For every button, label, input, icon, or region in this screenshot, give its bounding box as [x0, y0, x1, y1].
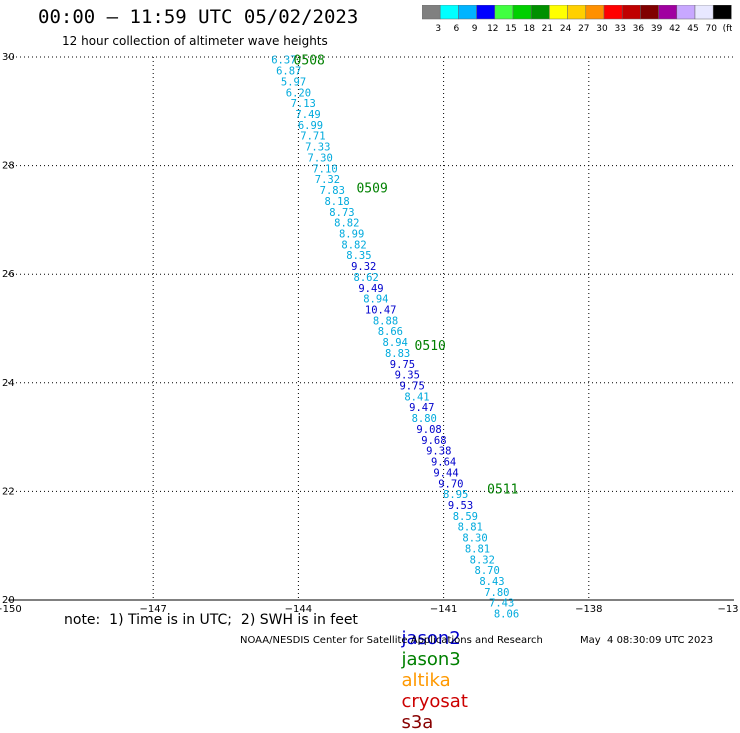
legend-swatch [712, 5, 732, 20]
wave-height-point: 8.83 [385, 348, 410, 360]
wave-height-point: 5.97 [281, 76, 306, 88]
x-tick-label: −147 [139, 604, 166, 615]
sat-s3a: s3a [401, 712, 434, 733]
wave-height-point: 8.30 [462, 533, 487, 545]
wave-height-point: 7.33 [305, 142, 330, 154]
satellite-legend: jason2 jason3 altika cryosat s3a [390, 607, 476, 733]
wave-height-point: 8.18 [324, 196, 349, 208]
wave-height-point: 8.43 [479, 576, 504, 588]
legend-label: 6 [454, 24, 460, 34]
x-tick-label: −141 [430, 604, 457, 615]
wave-height-point: 6.87 [276, 66, 301, 78]
legend-label: 9 [472, 24, 478, 34]
sat-jason2: jason2 [401, 628, 461, 649]
legend-label: 42 [669, 24, 680, 34]
wave-height-map: −150−147−144−141−138−132022242628306.376… [0, 52, 739, 621]
wave-height-point: 6.99 [298, 120, 323, 132]
legend-label: 18 [523, 24, 535, 34]
legend-label: 21 [542, 24, 553, 34]
wave-height-point: 8.82 [334, 218, 359, 230]
wave-height-point: 9.70 [438, 478, 463, 490]
sat-altika: altika [401, 670, 451, 691]
legend-label: 70 [705, 24, 717, 34]
legend-label: 3 [435, 24, 441, 34]
wave-height-point: 9.32 [351, 261, 376, 273]
wave-height-point: 7.71 [300, 131, 325, 143]
wave-height-point: 7.30 [308, 152, 333, 164]
wave-height-point: 8.81 [458, 522, 483, 534]
sat-cryosat: cryosat [401, 691, 468, 712]
legend-label: (ft) [723, 24, 732, 34]
time-label: 0511 [487, 483, 518, 498]
generation-timestamp: May 4 08:30:09 UTC 2023 [580, 635, 714, 646]
wave-height-point: 7.43 [489, 598, 514, 610]
legend-label: 15 [505, 24, 516, 34]
legend-label: 24 [560, 24, 572, 34]
legend-label: 45 [687, 24, 698, 34]
wave-height-point: 8.70 [475, 565, 500, 577]
x-tick-label: −144 [285, 604, 312, 615]
wave-height-point: 8.95 [443, 489, 468, 501]
x-tick-label: −13 [717, 604, 738, 615]
wave-height-point: 8.73 [329, 207, 354, 219]
wave-height-point: 9.68 [421, 435, 446, 447]
y-tick-label: 26 [2, 269, 15, 280]
wave-height-point: 8.66 [378, 326, 403, 338]
wave-height-point: 9.35 [395, 370, 420, 382]
wave-height-point: 8.99 [339, 228, 364, 240]
y-tick-label: 28 [2, 161, 15, 172]
wave-height-point: 9.47 [409, 402, 434, 414]
legend-label: 27 [578, 24, 589, 34]
time-label: 0509 [356, 181, 387, 196]
wave-height-point: 9.44 [433, 467, 458, 479]
chart-subtitle: 12 hour collection of altimeter wave hei… [62, 34, 328, 48]
wave-height-point: 8.88 [373, 315, 398, 327]
x-tick-label: −150 [0, 604, 22, 615]
credit-line: NOAA/NESDIS Center for Satellite Applica… [240, 635, 543, 646]
wave-height-point: 9.75 [399, 381, 424, 393]
y-tick-label: 22 [2, 486, 15, 497]
legend-label: 33 [614, 24, 625, 34]
time-label: 0508 [294, 54, 325, 69]
wave-height-point: 7.83 [320, 185, 345, 197]
wave-height-point: 7.10 [312, 163, 337, 175]
wave-height-point: 7.49 [295, 109, 320, 121]
y-tick-label: 20 [2, 595, 15, 606]
wave-height-point: 9.49 [358, 283, 383, 295]
chart-title: 00:00 – 11:59 UTC 05/02/2023 [38, 6, 359, 28]
wave-height-point: 7.80 [484, 587, 509, 599]
wave-height-point: 8.81 [465, 543, 490, 555]
wave-height-point: 8.35 [346, 250, 371, 262]
wave-height-point: 8.82 [341, 239, 366, 251]
legend-label: 39 [651, 24, 663, 34]
x-tick-label: −138 [575, 604, 602, 615]
wave-height-point: 9.64 [431, 457, 456, 469]
wave-height-point: 8.62 [354, 272, 379, 284]
wave-height-point: 9.08 [416, 424, 441, 436]
wave-height-point: 9.75 [390, 359, 415, 371]
legend-label: 12 [487, 24, 498, 34]
y-tick-label: 30 [2, 52, 15, 63]
wave-height-point: 10.47 [365, 304, 397, 316]
wave-height-point: 8.41 [404, 391, 429, 403]
wave-height-point: 6.37 [271, 55, 296, 67]
wave-height-point: 9.38 [426, 446, 451, 458]
wave-height-point: 8.94 [383, 337, 408, 349]
footnote: note: 1) Time is in UTC; 2) SWH is in fe… [64, 612, 358, 628]
wave-height-point: 8.32 [470, 554, 495, 566]
wave-height-point: 8.06 [494, 609, 519, 621]
legend-label: 36 [633, 24, 645, 34]
legend-label: 30 [596, 24, 608, 34]
y-tick-label: 24 [2, 378, 15, 389]
wave-height-point: 7.13 [291, 98, 316, 110]
wave-height-point: 8.80 [412, 413, 437, 425]
sat-jason3: jason3 [401, 649, 461, 670]
wave-height-point: 8.59 [453, 511, 478, 523]
time-label: 0510 [415, 339, 446, 354]
wave-height-point: 9.53 [448, 500, 473, 512]
wave-height-point: 8.94 [363, 294, 388, 306]
wave-height-point: 6.20 [286, 87, 311, 99]
wave-height-point: 7.32 [315, 174, 340, 186]
